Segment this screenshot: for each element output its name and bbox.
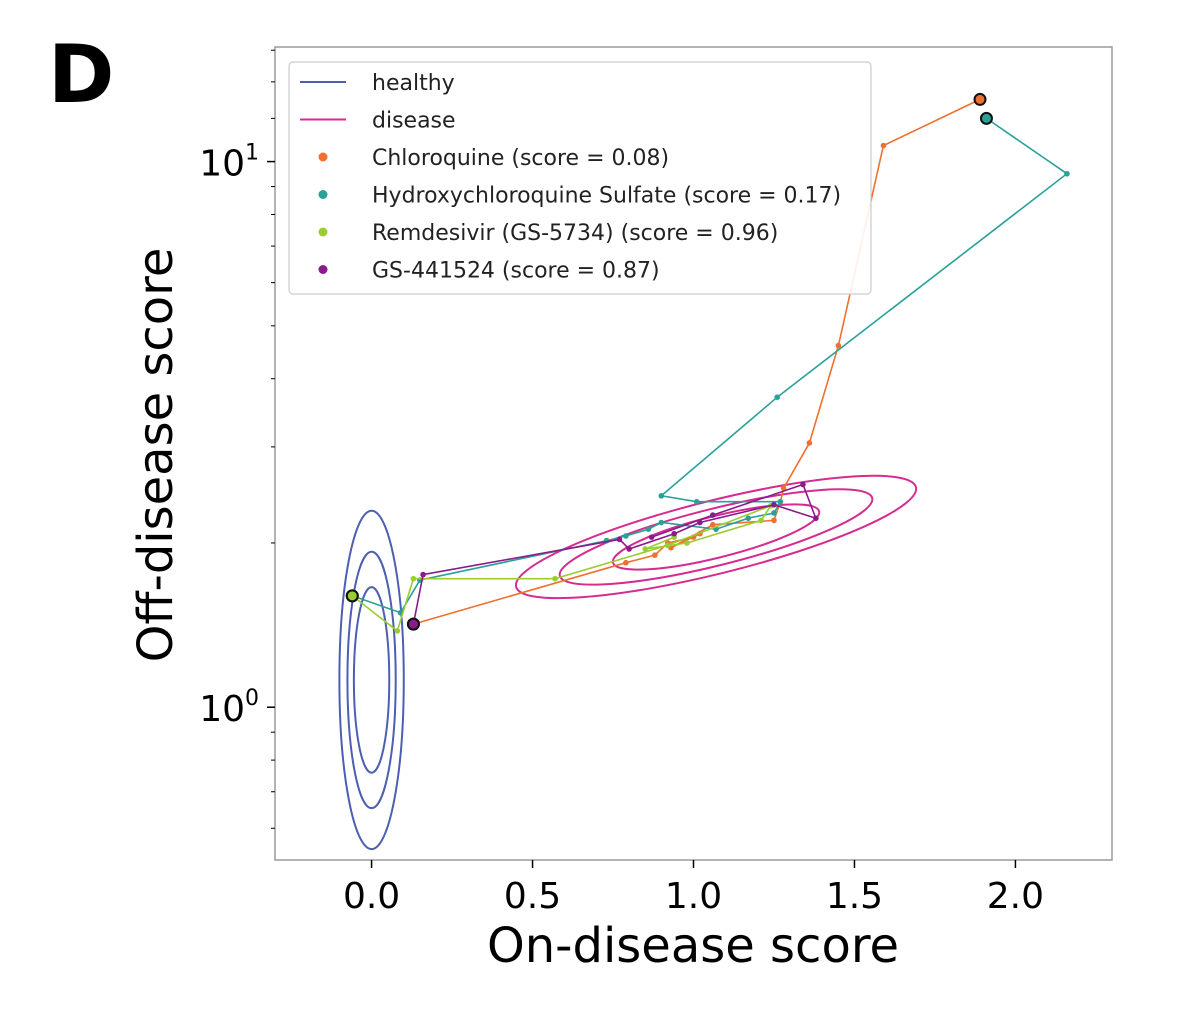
hydroxychloroquine-sulfate-point (658, 519, 665, 526)
y-axis-ticks: 100 101 (199, 49, 275, 829)
legend-label-hydroxychloroquine-sulfate: Hydroxychloroquine Sulfate (score = 0.17… (372, 184, 841, 209)
hydroxychloroquine-sulfate-point (658, 493, 665, 499)
y-tick-label: 101 (199, 141, 259, 185)
healthy-contour-1 (352, 586, 391, 774)
remdesivir-gs-5734-point (758, 517, 764, 524)
hydroxychloroquine-sulfate-end-marker (979, 111, 993, 125)
remdesivir-gs-5734-point (664, 542, 671, 549)
hydroxychloroquine-sulfate-point (745, 515, 752, 522)
hydroxychloroquine-sulfate-point (693, 498, 700, 505)
x-axis-ticks: 0.0 0.5 1.0 1.5 2.0 (343, 860, 1044, 917)
hydroxychloroquine-sulfate-line (352, 117, 1069, 614)
gs-441524-start-marker (406, 617, 420, 631)
disease-contour-2 (558, 488, 874, 586)
legend-swatch-chloroquine (318, 152, 328, 162)
chloroquine-end-marker (973, 92, 987, 106)
chloroquine-point (806, 440, 813, 446)
healthy-contour-2 (346, 550, 397, 810)
gs-441524-point (697, 519, 703, 526)
remdesivir-gs-5734-point (394, 628, 401, 634)
chloroquine-point (835, 342, 842, 349)
hydroxychloroquine-sulfate-point (774, 394, 780, 400)
hydroxychloroquine-sulfate-point (1064, 170, 1070, 177)
gs-441524-point (771, 501, 777, 508)
legend-label-disease: disease (372, 109, 456, 134)
hydroxychloroquine-sulfate-point (645, 526, 652, 532)
gs-441524-point (420, 571, 426, 578)
legend-label-remdesivir-gs-5734: Remdesivir (GS-5734) (score = 0.96) (372, 221, 778, 246)
y-tick-label: 100 (199, 686, 259, 730)
legend-label-healthy: healthy (372, 71, 455, 96)
x-tick-label: 2.0 (987, 876, 1044, 917)
healthy-contour-3 (338, 509, 405, 851)
x-tick-label: 0.5 (504, 876, 561, 917)
legend-box (288, 61, 872, 295)
hydroxychloroquine-sulfate-point (623, 533, 629, 539)
x-tick-label: 1.0 (665, 876, 722, 917)
legend-label-gs-441524: GS-441524 (score = 0.87) (372, 259, 660, 284)
gs-441524-point (710, 512, 716, 518)
remdesivir-gs-5734-point (642, 546, 649, 552)
chloroquine-point (780, 485, 787, 492)
chloroquine-point (623, 559, 629, 566)
chloroquine-point (652, 552, 658, 558)
gs-441524-point (813, 515, 819, 522)
hydroxychloroquine-sulfate-point (777, 498, 784, 505)
x-axis-label: On-disease score (487, 918, 899, 974)
gs-441524-point (800, 481, 806, 488)
chloroquine-point (880, 142, 887, 149)
y-axis-label: Off-disease score (128, 248, 184, 663)
trajectory-series (345, 92, 1070, 634)
remdesivir-gs-5734-start-marker (345, 589, 359, 603)
legend-swatch-hydroxychloroquine-sulfate (318, 190, 328, 199)
chloroquine-point (771, 517, 777, 524)
hydroxychloroquine-sulfate-point (771, 510, 777, 516)
remdesivir-gs-5734-point (552, 575, 558, 582)
gs-441524-point (648, 534, 655, 540)
gs-441524-point (626, 546, 632, 552)
legend-label-chloroquine: Chloroquine (score = 0.08) (372, 146, 669, 171)
legend-swatch-gs-441524 (318, 265, 328, 274)
chloroquine-point (710, 521, 716, 528)
gs-441524-point (616, 536, 623, 543)
x-tick-label: 0.0 (343, 876, 400, 917)
legend-swatch-remdesivir-gs-5734 (318, 227, 328, 237)
legend: healthy disease Chloroquine (score = 0.08)… (288, 61, 872, 295)
remdesivir-gs-5734-point (410, 575, 417, 582)
panel-label: D (48, 28, 114, 121)
gs-441524-point (671, 530, 677, 537)
x-tick-label: 1.5 (826, 876, 883, 917)
remdesivir-gs-5734-point (684, 540, 690, 546)
